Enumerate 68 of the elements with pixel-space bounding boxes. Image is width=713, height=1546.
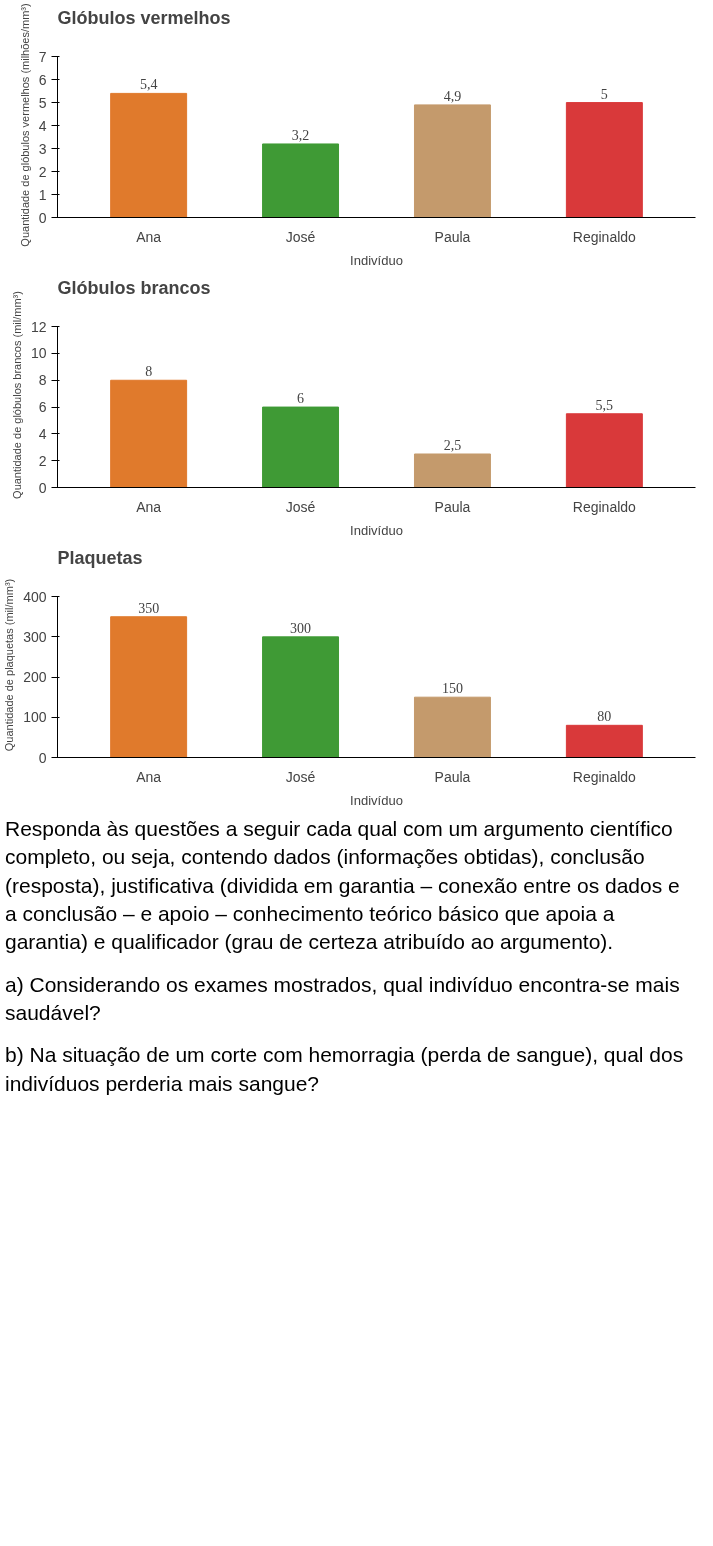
x-tick-label: Paula bbox=[434, 768, 471, 785]
x-tick-label: José bbox=[285, 228, 316, 245]
y-tick-label: 6 bbox=[38, 399, 47, 416]
y-tick-label: 4 bbox=[38, 117, 47, 134]
bar bbox=[110, 616, 188, 758]
y-tick-label: 2 bbox=[38, 163, 47, 180]
y-tick-label: 100 bbox=[23, 709, 47, 726]
y-tick-label: 5 bbox=[38, 94, 47, 111]
y-tick-label: 400 bbox=[23, 588, 47, 605]
y-tick-label: 200 bbox=[23, 669, 47, 686]
data-label: 300 bbox=[290, 620, 312, 636]
bar bbox=[565, 724, 643, 758]
bar bbox=[565, 102, 643, 218]
y-tick-label: 10 bbox=[30, 345, 47, 362]
chart-title: Glóbulos brancos bbox=[57, 277, 211, 298]
y-tick-label: 300 bbox=[23, 628, 47, 645]
data-label: 8 bbox=[145, 364, 153, 380]
data-label: 5 bbox=[600, 86, 608, 102]
bar bbox=[262, 406, 340, 488]
x-tick-label: Paula bbox=[434, 498, 471, 515]
x-axis-title: Indivíduo bbox=[350, 792, 403, 808]
y-axis-title: Quantidade de plaquetas (mil/mm³) bbox=[3, 578, 16, 752]
y-axis-title: Quantidade de glóbulos vermelhos (milhões/mm³) bbox=[18, 3, 31, 247]
x-tick-label: José bbox=[285, 498, 316, 515]
text: Responda às questões a seguir cada qual com um argumento científico completo, ou seja, contendo dados (informações obtidas), conclusão (resposta), justificativa (dividida em garantia – conexão entre os dados e a conclusão – e apoio – conhecimento teórico básico que apoia a garantia) e qualificador (grau de certeza atribuído ao argumento). bbox=[5, 816, 681, 956]
data-label: 3,2 bbox=[291, 127, 310, 143]
y-tick-label: 0 bbox=[38, 749, 47, 766]
y-tick-label: 0 bbox=[38, 479, 47, 496]
x-tick-label: Ana bbox=[136, 768, 162, 785]
x-tick-label: Ana bbox=[136, 498, 162, 515]
y-tick-label: 1 bbox=[38, 186, 47, 203]
bar bbox=[565, 413, 643, 488]
bar bbox=[413, 104, 491, 218]
text: a) Considerando os exames mostrados, qual indivíduo encontra-se mais saudável? bbox=[5, 971, 681, 1027]
x-tick-label: Paula bbox=[434, 228, 471, 245]
x-tick-label: Reginaldo bbox=[572, 498, 637, 515]
y-tick-label: 3 bbox=[38, 140, 47, 157]
y-tick-label: 2 bbox=[38, 452, 47, 469]
y-tick-label: 8 bbox=[38, 372, 47, 389]
data-label: 2,5 bbox=[443, 437, 462, 453]
x-tick-label: Reginaldo bbox=[572, 768, 637, 785]
y-tick-label: 6 bbox=[38, 71, 47, 88]
y-tick-label: 0 bbox=[38, 209, 47, 226]
data-label: 350 bbox=[138, 600, 160, 616]
data-label: 150 bbox=[441, 681, 463, 697]
bar bbox=[413, 696, 491, 758]
y-tick-label: 4 bbox=[38, 425, 47, 442]
bar bbox=[413, 453, 491, 488]
data-label: 5,5 bbox=[595, 397, 614, 413]
y-tick-label: 7 bbox=[38, 48, 47, 65]
x-axis-title: Indivíduo bbox=[350, 252, 403, 268]
bar bbox=[110, 379, 188, 488]
data-label: 4,9 bbox=[443, 88, 462, 104]
text: b) Na situação de um corte com hemorragia (perda de sangue), qual dos indivíduos perderia mais sangue? bbox=[5, 1042, 685, 1097]
data-label: 80 bbox=[597, 709, 612, 725]
y-axis-title: Quantidade de glóbulos brancos (mil/mm³) bbox=[10, 291, 23, 499]
data-label: 6 bbox=[297, 391, 305, 407]
bar bbox=[110, 92, 188, 218]
y-tick-label: 12 bbox=[30, 318, 47, 335]
bar bbox=[262, 143, 340, 218]
bar bbox=[262, 636, 340, 758]
chart-title: Glóbulos vermelhos bbox=[57, 7, 231, 28]
x-tick-label: Ana bbox=[136, 228, 162, 245]
x-axis-title: Indivíduo bbox=[350, 522, 403, 538]
chart-title: Plaquetas bbox=[57, 547, 143, 568]
x-tick-label: Reginaldo bbox=[572, 228, 637, 245]
x-tick-label: José bbox=[285, 768, 316, 785]
data-label: 5,4 bbox=[139, 77, 158, 93]
